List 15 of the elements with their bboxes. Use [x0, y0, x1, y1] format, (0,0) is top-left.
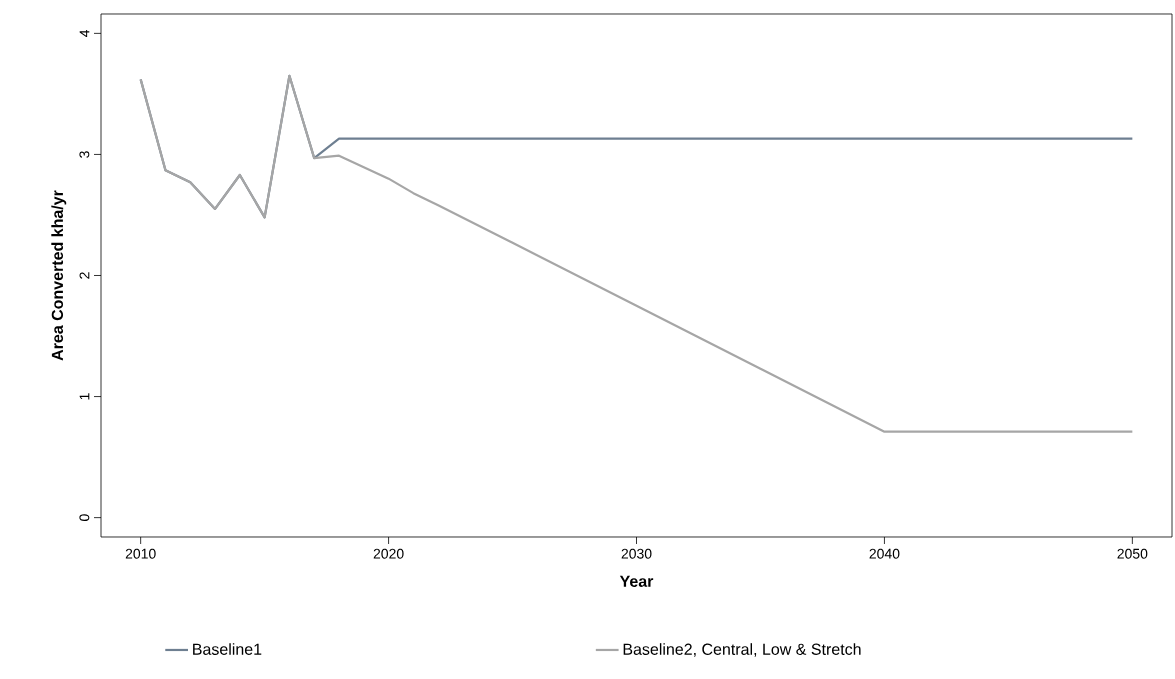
x-tick-label: 2040: [869, 548, 900, 559]
x-tick-label: 2030: [621, 548, 652, 559]
legend-label: Baseline1: [193, 643, 262, 655]
y-tick-label: 2: [79, 272, 90, 279]
legend-label: Baseline2, Central, Low & Stretch: [623, 643, 861, 657]
y-tick-label: 4: [79, 29, 90, 37]
x-tick-label: 2010: [125, 548, 156, 559]
y-axis-title: Area Converted kha/yr: [51, 190, 67, 361]
x-tick-label: 2020: [373, 548, 404, 559]
y-tick-label: 1: [79, 393, 90, 400]
y-tick-label: 3: [79, 151, 90, 158]
x-tick-label: 2050: [1117, 548, 1148, 559]
x-axis-title: Year: [619, 575, 654, 587]
y-tick-label: 0: [79, 514, 90, 521]
line-series: [139, 74, 1134, 433]
